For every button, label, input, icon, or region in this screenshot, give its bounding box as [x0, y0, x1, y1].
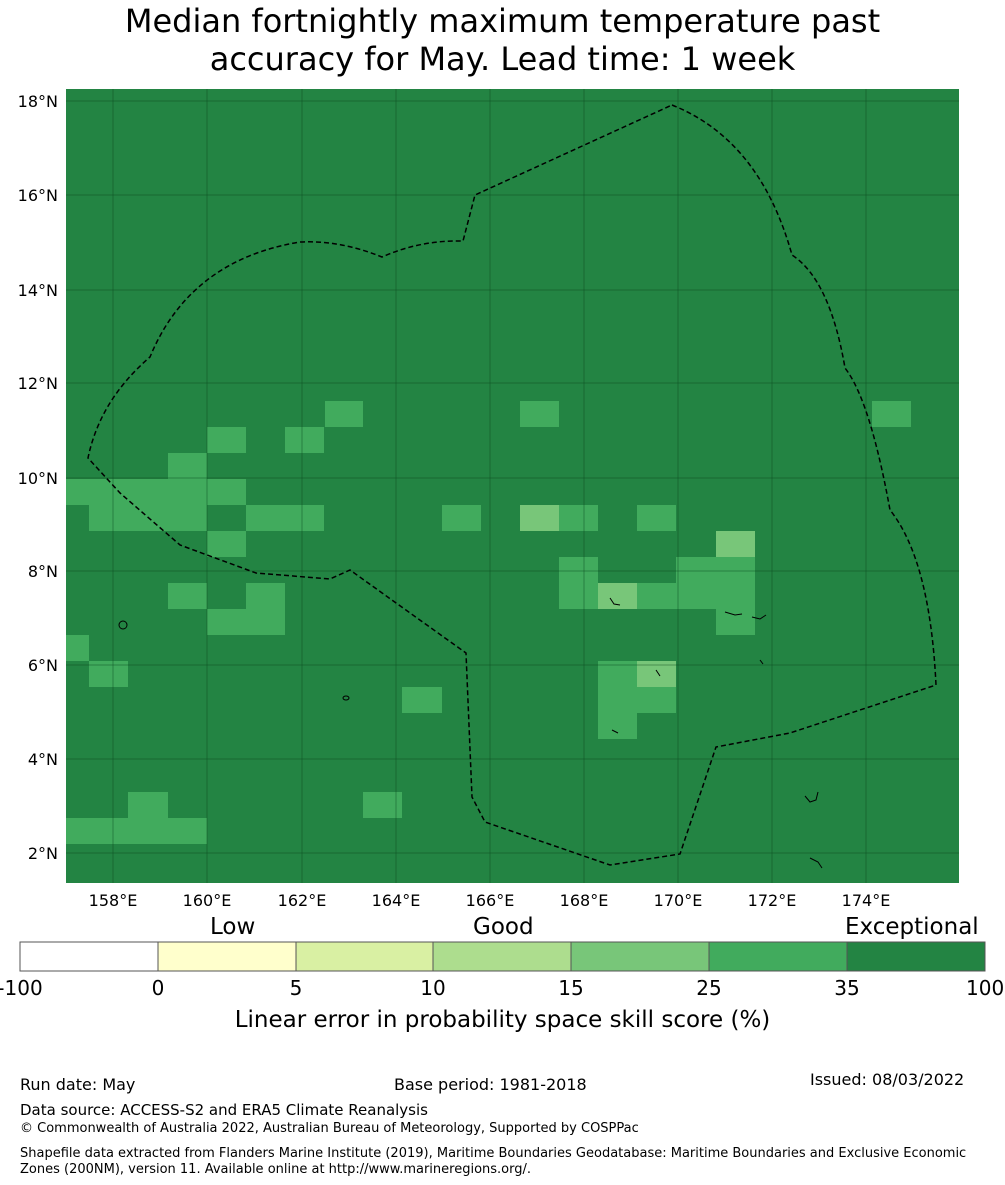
longitude-tick-label: 160°E [183, 891, 232, 910]
colorbar-label: Linear error in probability space skill … [234, 1007, 771, 1033]
colorbar-category-low: Low [210, 914, 256, 940]
grid-cell [598, 661, 637, 687]
shapefile-credit: Shapefile data extracted from Flanders M… [20, 1146, 967, 1177]
colorbar-tick: 100 [966, 976, 1005, 1000]
latitude-tick-label: 14°N [18, 281, 58, 300]
issued-date: Issued: 08/03/2022 [810, 1070, 965, 1089]
grid-cell [637, 583, 755, 609]
copyright: © Commonwealth of Australia 2022, Austra… [20, 1121, 639, 1136]
data-source: Data source: ACCESS-S2 and ERA5 Climate … [20, 1101, 428, 1119]
colorbar-tick: -100 [0, 976, 43, 1000]
colorbar-segment [570, 941, 710, 972]
grid-cell [66, 635, 89, 661]
latitude-tick-label: 6°N [28, 656, 58, 675]
latitude-tick-label: 2°N [28, 844, 58, 863]
colorbar-tick: 35 [834, 976, 860, 1000]
grid-cell [246, 583, 285, 609]
grid-cell [66, 818, 207, 844]
grid-cell [402, 687, 442, 713]
colorbar-segment [708, 941, 848, 972]
colorbar-segment [846, 941, 986, 972]
grid-cell [520, 505, 559, 531]
grid-cell [559, 583, 598, 609]
latitude-tick-label: 12°N [18, 374, 58, 393]
colorbar-category-exceptional: Exceptional [845, 914, 979, 940]
latitude-tick-label: 8°N [28, 562, 58, 581]
base-period: Base period: 1981-2018 [394, 1075, 587, 1094]
longitude-tick-label: 172°E [748, 891, 797, 910]
latitude-tick-label: 16°N [18, 186, 58, 205]
colorbar-tick: 25 [696, 976, 722, 1000]
colorbar-segment [295, 941, 434, 972]
grid-cell [442, 505, 481, 531]
run-date: Run date: May [20, 1075, 136, 1094]
grid-cell [559, 505, 598, 531]
grid-cell [598, 713, 637, 739]
longitude-tick-label: 158°E [89, 891, 138, 910]
longitude-tick-label: 174°E [842, 891, 891, 910]
grid-cell [520, 401, 559, 427]
grid-cell [168, 583, 207, 609]
grid-cell [89, 661, 128, 687]
grid-cell [207, 609, 285, 635]
colorbar-tick: 10 [420, 976, 446, 1000]
grid-cell [598, 687, 676, 713]
grid-cell [285, 427, 324, 453]
grid-cell [207, 531, 246, 557]
grid-cell [716, 609, 755, 635]
grid-cell [207, 427, 246, 453]
grid-cell [598, 583, 637, 609]
grid-cell [246, 505, 324, 531]
map-title-line1: Median fortnightly maximum temperature p… [124, 2, 881, 40]
grid-cell [128, 792, 168, 818]
grid-cell [676, 557, 755, 583]
colorbar-tick: 5 [289, 976, 303, 1000]
colorbar-tick: 15 [558, 976, 584, 1000]
map-gridlines [66, 89, 959, 883]
map-title: Median fortnightly maximum temperature p… [0, 2, 1005, 78]
islands [118, 597, 823, 869]
colorbar-segment [157, 941, 297, 972]
grid-cell [363, 792, 402, 818]
grid-cells [66, 401, 911, 844]
colorbar-category-good: Good [473, 914, 534, 940]
grid-cell [872, 401, 911, 427]
latitude-tick-label: 18°N [18, 92, 58, 111]
longitude-tick-label: 166°E [466, 891, 515, 910]
eez-boundary [87, 104, 937, 866]
map-title-line2: accuracy for May. Lead time: 1 week [209, 40, 796, 78]
latitude-ticks: 18°N 16°N 14°N 12°N 10°N 8°N 6°N 4°N 2°N [18, 92, 58, 863]
longitude-tick-label: 170°E [654, 891, 703, 910]
grid-cell [325, 401, 363, 427]
colorbar [19, 941, 986, 972]
grid-cell [559, 557, 598, 583]
longitude-tick-label: 164°E [372, 891, 421, 910]
grid-cell [168, 453, 207, 479]
longitude-tick-label: 162°E [278, 891, 327, 910]
grid-cell [637, 505, 676, 531]
longitude-tick-label: 168°E [560, 891, 609, 910]
latitude-tick-label: 4°N [28, 750, 58, 769]
latitude-tick-label: 10°N [18, 469, 58, 488]
longitude-ticks: 158°E 160°E 162°E 164°E 166°E 168°E 170°E 172°E… [89, 891, 891, 910]
colorbar-tick: 0 [151, 976, 165, 1000]
colorbar-segment [19, 941, 159, 972]
grid-cell [637, 661, 676, 687]
grid-cell [207, 479, 246, 505]
colorbar-segment [432, 941, 572, 972]
grid-cell [66, 479, 207, 505]
grid-cell [716, 531, 755, 557]
